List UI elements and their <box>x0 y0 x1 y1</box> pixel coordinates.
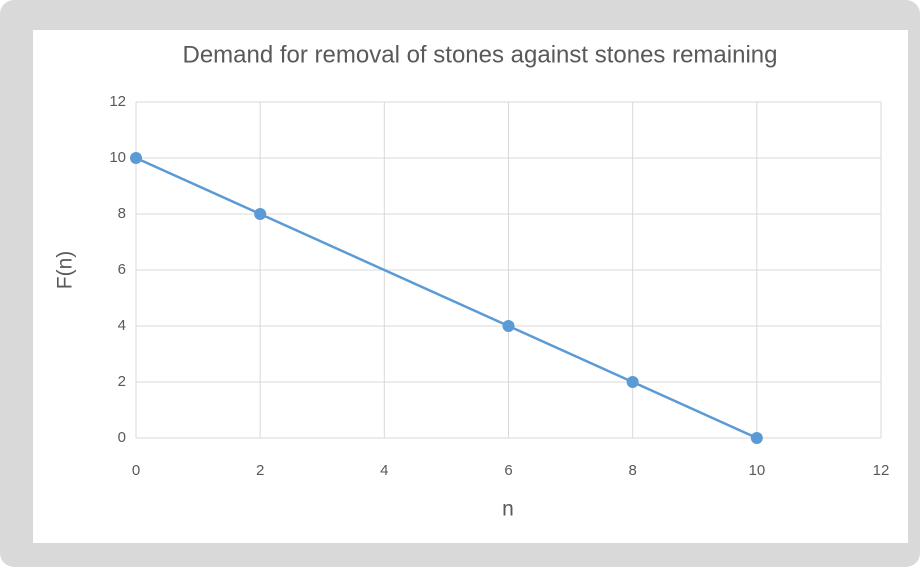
data-point <box>130 152 142 164</box>
y-tick-label: 0 <box>118 429 126 446</box>
data-point <box>254 208 267 220</box>
chart-area <box>33 30 908 543</box>
y-tick-label: 2 <box>118 373 126 390</box>
x-axis-label: n <box>502 498 514 521</box>
x-tick-label: 6 <box>504 462 512 479</box>
x-tick-label: 8 <box>628 462 636 479</box>
x-tick-label: 2 <box>256 462 264 479</box>
x-tick-label: 0 <box>132 462 140 479</box>
x-tick-label: 12 <box>873 462 890 479</box>
y-tick-label: 8 <box>118 205 126 222</box>
y-tick-label: 10 <box>109 149 126 166</box>
x-tick-label: 4 <box>380 462 388 479</box>
data-point <box>750 432 763 444</box>
chart-title: Demand for removal of stones against sto… <box>183 41 778 68</box>
y-tick-label: 4 <box>118 317 126 334</box>
data-point <box>626 376 639 388</box>
y-axis-label: F(n) <box>54 251 77 290</box>
data-point <box>502 320 515 332</box>
y-tick-label: 6 <box>118 261 126 278</box>
y-tick-label: 12 <box>109 93 126 110</box>
x-tick-label: 10 <box>748 462 765 479</box>
